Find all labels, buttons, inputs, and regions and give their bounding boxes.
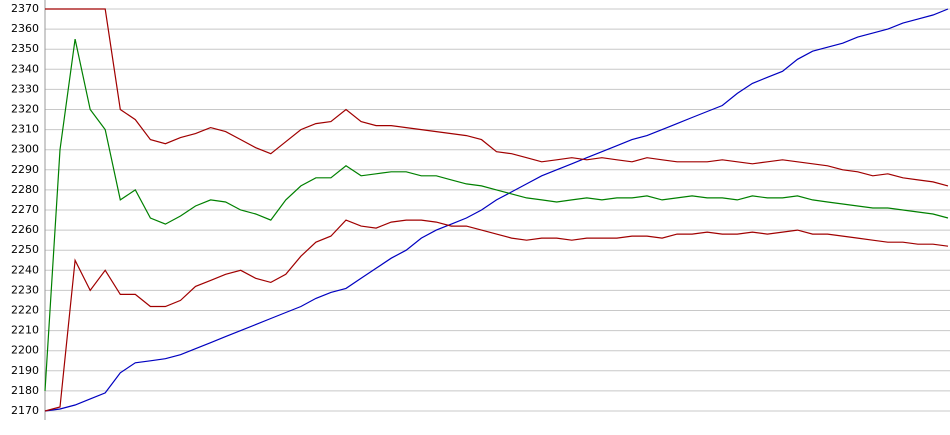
y-tick-label: 2350 — [11, 42, 39, 55]
y-tick-label: 2370 — [11, 2, 39, 15]
y-tick-label: 2210 — [11, 324, 39, 337]
series-line — [44, 219, 949, 412]
y-tick-label: 2200 — [11, 344, 39, 357]
y-tick-label: 2270 — [11, 203, 39, 216]
y-tick-label: 2310 — [11, 123, 39, 136]
y-tick-label: 2300 — [11, 143, 39, 156]
y-tick-label: 2230 — [11, 283, 39, 296]
y-tick-label: 2220 — [11, 304, 39, 317]
y-tick-label: 2240 — [11, 263, 39, 276]
series-line — [44, 38, 949, 391]
y-tick-label: 2320 — [11, 103, 39, 116]
y-tick-label: 2360 — [11, 22, 39, 35]
series-line — [44, 8, 949, 412]
y-tick-label: 2170 — [11, 404, 39, 417]
y-tick-label: 2260 — [11, 223, 39, 236]
y-tick-label: 2250 — [11, 243, 39, 256]
y-tick-label: 2190 — [11, 364, 39, 377]
series-line — [45, 8, 949, 187]
y-tick-label: 2180 — [11, 384, 39, 397]
y-tick-label: 2330 — [11, 82, 39, 95]
y-tick-label: 2340 — [11, 62, 39, 75]
y-tick-label: 2280 — [11, 183, 39, 196]
y-tick-label: 2290 — [11, 163, 39, 176]
